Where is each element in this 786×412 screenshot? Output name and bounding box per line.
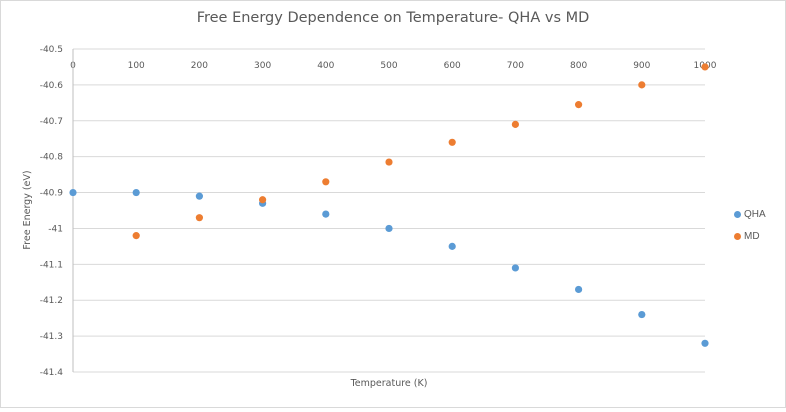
data-point-qha	[132, 188, 140, 197]
legend-item-qha: QHA	[734, 203, 766, 225]
x-tick-label: 900	[633, 61, 650, 71]
y-tick-label: -41.3	[40, 332, 63, 342]
y-tick-label: -40.6	[40, 81, 64, 91]
legend-label-md: MD	[744, 230, 760, 242]
x-axis-ticks: 01002003004005006007008009001000	[70, 61, 717, 71]
data-points	[69, 63, 709, 347]
x-tick-label: 700	[507, 61, 524, 71]
x-tick-label: 500	[380, 61, 397, 71]
data-point-md	[638, 81, 646, 89]
y-axis-title: Free Energy (eV)	[22, 170, 33, 249]
y-tick-label: -40.8	[40, 153, 64, 163]
data-point-md	[322, 178, 330, 186]
gridlines	[73, 48, 705, 373]
data-point-md	[259, 196, 267, 204]
data-point-md	[575, 101, 583, 109]
data-point-qha	[69, 188, 77, 197]
data-point-md	[132, 232, 140, 240]
legend-marker-qha	[734, 210, 741, 218]
y-tick-label: -40.7	[40, 117, 63, 127]
y-tick-label: -41.4	[40, 368, 64, 378]
legend: QHA MD	[734, 203, 766, 247]
data-point-qha	[322, 210, 330, 218]
series-md	[132, 63, 709, 240]
data-point-md	[195, 214, 203, 222]
data-point-md	[385, 158, 393, 166]
data-point-qha	[195, 192, 203, 200]
data-point-qha	[701, 339, 709, 347]
data-point-md	[511, 120, 519, 128]
chart-title: Free Energy Dependence on Temperature- Q…	[196, 10, 590, 26]
series-qha	[69, 188, 709, 347]
y-axis-ticks: -40.5 -40.6 -40.7 -40.8 -40.9 -41 -41.1 -41.2 -4…	[40, 45, 64, 378]
x-tick-label: 200	[191, 61, 208, 71]
y-tick-label: -40.9	[40, 189, 64, 199]
x-axis-title: Temperature (K)	[350, 378, 428, 389]
x-tick-label: 600	[444, 61, 461, 71]
data-point-qha	[448, 242, 456, 250]
data-point-qha	[638, 310, 646, 319]
x-tick-label: 800	[570, 61, 587, 71]
data-point-qha	[385, 224, 393, 233]
x-tick-label: 100	[128, 61, 145, 71]
y-tick-label: -41.1	[40, 260, 63, 270]
x-tick-label: 400	[317, 61, 334, 71]
data-point-md	[448, 138, 456, 146]
y-tick-label: -41	[48, 224, 63, 234]
y-tick-label: -40.5	[40, 45, 63, 55]
data-point-qha	[511, 264, 519, 272]
x-tick-label: 300	[254, 61, 271, 71]
data-point-md	[701, 63, 709, 71]
legend-item-md: MD	[734, 225, 766, 247]
legend-label-qha: QHA	[744, 208, 766, 220]
legend-marker-md	[734, 232, 741, 240]
y-tick-label: -41.2	[40, 296, 63, 306]
data-point-qha	[575, 285, 583, 294]
